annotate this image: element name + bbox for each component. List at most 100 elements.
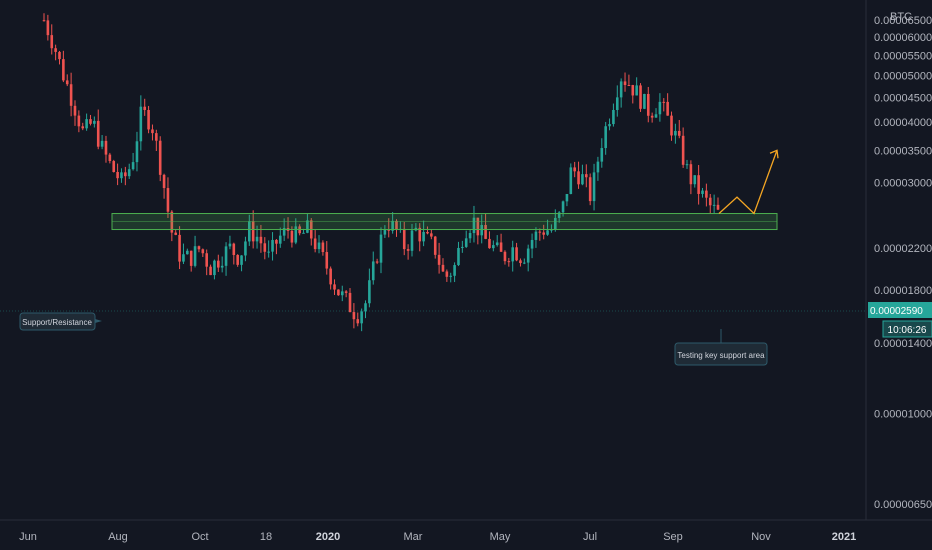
candle-body xyxy=(139,106,143,142)
candle-body xyxy=(554,217,557,230)
x-tick-label: Sep xyxy=(663,531,683,543)
annotation-text: Testing key support area xyxy=(677,351,765,360)
candle-body xyxy=(217,260,220,268)
candle-body xyxy=(658,101,662,115)
candle-body xyxy=(329,268,332,285)
candle-body xyxy=(275,239,278,244)
currency-label: BTC xyxy=(890,11,912,23)
candle-body xyxy=(69,84,73,106)
candle-body xyxy=(387,229,391,231)
y-tick-label: 0.00005000 xyxy=(874,70,932,82)
candle-body xyxy=(255,236,259,242)
candle-body xyxy=(674,130,677,136)
candle-body xyxy=(166,188,170,212)
candle-body xyxy=(170,211,174,233)
candle-body xyxy=(247,221,251,242)
last-price-value: 0.00002590 xyxy=(870,306,923,317)
candle-body xyxy=(244,241,247,256)
last-price-badge[interactable]: 0.00002590 xyxy=(868,302,932,318)
candle-body xyxy=(480,225,484,236)
candle-body xyxy=(193,246,197,266)
candle-body xyxy=(523,262,526,264)
candle-body xyxy=(50,35,54,49)
support-label-text: Support/Resistance xyxy=(22,318,92,327)
candle-body xyxy=(174,232,178,235)
candle-body xyxy=(716,204,720,210)
candle-body xyxy=(65,80,69,85)
candle-body xyxy=(697,175,700,194)
candle-body xyxy=(93,120,96,124)
candle-body xyxy=(317,242,321,250)
candle-body xyxy=(220,265,224,268)
candle-body xyxy=(85,119,88,129)
candle-body xyxy=(526,248,530,263)
candle-body xyxy=(646,93,650,116)
candle-body xyxy=(422,231,425,242)
price-axis[interactable]: 0.00006500 0.00006000 0.00005500 0.00005000… xyxy=(874,15,932,511)
x-tick-label: Jul xyxy=(583,531,597,543)
candle-body xyxy=(592,172,596,202)
candle-body xyxy=(182,254,185,262)
candle-body xyxy=(519,260,522,264)
candle-body xyxy=(364,303,367,312)
candle-body xyxy=(433,236,437,255)
x-tick-label: Mar xyxy=(404,531,423,543)
candle-body xyxy=(584,174,588,178)
projection-line[interactable] xyxy=(718,150,778,215)
candle-body xyxy=(685,164,689,166)
candle-body xyxy=(662,101,666,103)
candle-body xyxy=(449,275,453,277)
candle-body xyxy=(643,93,646,109)
candle-body xyxy=(232,243,236,256)
candle-body xyxy=(306,220,309,233)
projection-arrowhead xyxy=(769,149,779,159)
candle-body xyxy=(178,234,181,262)
candle-body xyxy=(333,284,336,290)
candle-body xyxy=(573,167,576,172)
y-tick-label: 0.00001800 xyxy=(874,285,932,297)
candle-body xyxy=(577,171,580,185)
candle-body xyxy=(530,239,534,249)
candle-body xyxy=(693,175,697,185)
candle-body xyxy=(430,233,433,237)
candle-body xyxy=(515,247,518,261)
candle-body xyxy=(294,226,298,243)
x-tick-label: Nov xyxy=(751,531,771,543)
support-zone[interactable] xyxy=(111,213,778,231)
candle-body xyxy=(445,271,449,277)
candle-body xyxy=(708,197,712,206)
candle-body xyxy=(371,261,375,281)
candle-body xyxy=(631,85,635,96)
candle-body xyxy=(635,85,638,96)
candle-body xyxy=(457,247,460,266)
candle-body xyxy=(437,254,441,265)
candle-body xyxy=(205,253,208,267)
candle-body xyxy=(278,235,282,244)
candle-body xyxy=(100,140,104,147)
candle-body xyxy=(461,246,464,248)
candle-body xyxy=(158,140,162,175)
candle-body xyxy=(209,266,212,276)
candle-body xyxy=(112,161,116,172)
candle-body xyxy=(670,115,673,136)
candle-body xyxy=(588,177,592,202)
time-axis[interactable]: Jun Aug Oct 18 2020 Mar May Jul Sep Nov 2021 xyxy=(19,531,856,543)
candle-body xyxy=(511,247,515,262)
y-tick-label: 0.00006500 xyxy=(874,15,932,27)
candle-body xyxy=(340,291,344,296)
candle-body xyxy=(468,233,472,239)
support-label[interactable]: Support/Resistance xyxy=(19,312,102,331)
candle-body xyxy=(492,245,495,249)
candle-body xyxy=(677,130,681,136)
candle-body xyxy=(127,169,131,177)
y-tick-label: 0.00001400 xyxy=(874,338,932,350)
support-annotation[interactable]: Testing key support area xyxy=(674,329,768,366)
candle-body xyxy=(472,217,476,234)
candle-body xyxy=(550,229,553,231)
candle-body xyxy=(569,167,573,194)
candle-body xyxy=(73,105,77,116)
candle-body xyxy=(650,115,654,118)
timer-badge: 10:06:26 xyxy=(882,320,932,338)
candle-body xyxy=(619,81,623,98)
